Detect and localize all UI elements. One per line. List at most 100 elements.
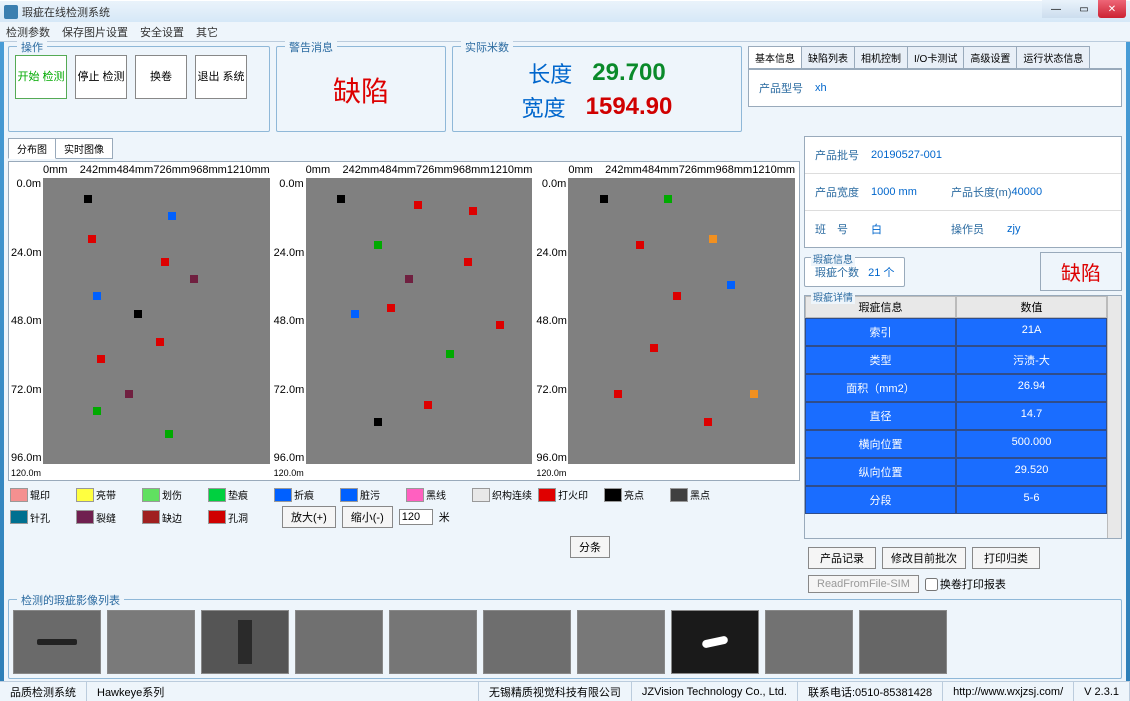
defect-dot[interactable] [88,235,96,243]
close-button[interactable]: ✕ [1098,0,1126,18]
defect-dot[interactable] [168,212,176,220]
defect-dot[interactable] [614,390,622,398]
defect-dot[interactable] [673,292,681,300]
thumbnail[interactable] [765,610,853,674]
thumbnail[interactable] [389,610,477,674]
roll-button[interactable]: 换卷 [135,55,187,99]
defect-dot[interactable] [351,310,359,318]
defect-dot[interactable] [664,195,672,203]
defect-dot[interactable] [750,390,758,398]
legend-item: 黑点 [670,487,734,502]
defect-dot[interactable] [414,201,422,209]
legend-item: 辊印 [10,487,74,502]
defect-dot[interactable] [165,430,173,438]
defect-dot[interactable] [727,281,735,289]
defect-dot[interactable] [337,195,345,203]
statusbar: 品质检测系统 Hawkeye系列 无锡精质视觉科技有限公司 JZVision T… [0,681,1130,701]
ops-group: 操作 开始 检测 停止 检测 换卷 退出 系统 [8,46,270,132]
exit-button[interactable]: 退出 系统 [195,55,247,99]
legend-item: 亮带 [76,487,140,502]
thumbnail[interactable] [201,610,289,674]
menu-item[interactable]: 检测参数 [6,24,50,40]
right-tab[interactable]: I/O卡测试 [907,46,964,68]
app-icon [4,5,18,19]
thumbnail[interactable] [483,610,571,674]
plot-tab[interactable]: 实时图像 [55,138,113,159]
detail-row[interactable]: 纵向位置29.520 [805,458,1107,486]
scatter-plot: 0mm242mm484mm726mm968mm1210mm0.0m24.0m48… [11,164,272,478]
menu-item[interactable]: 保存图片设置 [62,24,128,40]
thumbnail[interactable] [859,610,947,674]
zoom-out-button[interactable]: 缩小(-) [342,506,393,528]
menu-item[interactable]: 其它 [196,24,218,40]
plots: 0mm242mm484mm726mm968mm1210mm0.0m24.0m48… [8,161,800,481]
defect-dot[interactable] [636,241,644,249]
maximize-button[interactable]: ▭ [1070,0,1098,18]
defect-dot[interactable] [84,195,92,203]
thumbs-group: 检测的瑕疵影像列表 [8,599,1122,679]
right-tab[interactable]: 缺陷列表 [801,46,855,68]
defect-dot[interactable] [600,195,608,203]
menu-item[interactable]: 安全设置 [140,24,184,40]
defect-dot[interactable] [704,418,712,426]
thumbnail[interactable] [295,610,383,674]
stop-button[interactable]: 停止 检测 [75,55,127,99]
thumbnail[interactable] [107,610,195,674]
readfile-button[interactable]: ReadFromFile-SIM [808,575,919,593]
rollprint-checkbox[interactable]: 换卷打印报表 [925,575,1006,593]
defect-dot[interactable] [446,350,454,358]
record-button[interactable]: 产品记录 [808,547,876,569]
thumbnail[interactable] [671,610,759,674]
plot-tabs: 分布图实时图像 [8,138,800,159]
product-info: 产品型号xh [748,69,1122,107]
defect-dot[interactable] [469,207,477,215]
defect-dot[interactable] [387,304,395,312]
defect-detail-group: 瑕疵详情 瑕疵信息数值 索引21A类型污渍-大面积（mm2）26.94直径14.… [804,295,1122,539]
defect-dot[interactable] [93,292,101,300]
defect-dot[interactable] [97,355,105,363]
detail-row[interactable]: 直径14.7 [805,402,1107,430]
defect-dot[interactable] [464,258,472,266]
defect-dot[interactable] [161,258,169,266]
legend-item: 打火印 [538,487,602,502]
defect-dot[interactable] [190,275,198,283]
print-button[interactable]: 打印归类 [972,547,1040,569]
defect-dot[interactable] [93,407,101,415]
defect-dot[interactable] [374,418,382,426]
legend-item: 垫痕 [208,487,272,502]
thumbnail[interactable] [13,610,101,674]
defect-dot[interactable] [374,241,382,249]
defect-dot[interactable] [125,390,133,398]
defect-dot[interactable] [650,344,658,352]
defect-big-label: 缺陷 [1040,252,1122,291]
defect-dot[interactable] [709,235,717,243]
minimize-button[interactable]: — [1042,0,1070,18]
detail-row[interactable]: 面积（mm2）26.94 [805,374,1107,402]
defect-dot[interactable] [134,310,142,318]
detail-row[interactable]: 索引21A [805,318,1107,346]
defect-dot[interactable] [496,321,504,329]
detail-row[interactable]: 类型污渍-大 [805,346,1107,374]
zoom-in-button[interactable]: 放大(+) [282,506,336,528]
legend-item: 织构连续 [472,487,536,502]
detail-row[interactable]: 分段5-6 [805,486,1107,514]
right-tab[interactable]: 相机控制 [854,46,908,68]
plot-tab[interactable]: 分布图 [8,138,56,159]
zoom-value-input[interactable] [399,509,433,525]
thumbnail[interactable] [577,610,665,674]
legend-item: 脏污 [340,487,404,502]
start-button[interactable]: 开始 检测 [15,55,67,99]
width-label: 宽度 [522,91,566,123]
product-info-2: 产品批号20190527-001 产品宽度1000 mm 产品长度(m)4000… [804,136,1122,248]
defect-dot[interactable] [424,401,432,409]
detail-row[interactable]: 横向位置500.000 [805,430,1107,458]
detail-scrollbar[interactable] [1107,296,1121,538]
right-tab[interactable]: 基本信息 [748,46,802,68]
modify-batch-button[interactable]: 修改目前批次 [882,547,966,569]
right-panel: 基本信息缺陷列表相机控制I/O卡测试高级设置运行状态信息 产品型号xh [748,46,1122,132]
defect-dot[interactable] [156,338,164,346]
split-button[interactable]: 分条 [570,536,610,558]
defect-dot[interactable] [405,275,413,283]
right-tab[interactable]: 高级设置 [963,46,1017,68]
right-tab[interactable]: 运行状态信息 [1016,46,1090,68]
